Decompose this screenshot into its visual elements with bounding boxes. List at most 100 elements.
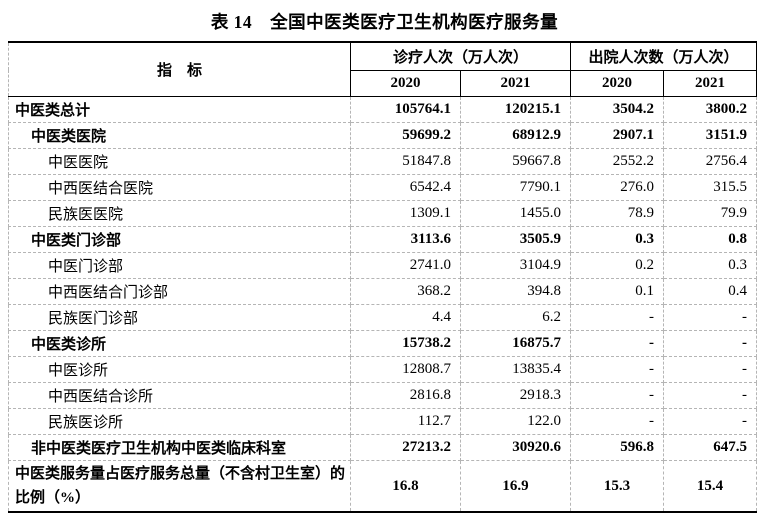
table-row: 中西医结合门诊部 368.2 394.8 0.1 0.4	[8, 277, 758, 305]
cell-value: 0.1	[570, 277, 665, 305]
cell-value: 2552.2	[570, 147, 665, 175]
cell-value: 2907.1	[570, 121, 665, 149]
cell-value: 6542.4	[350, 173, 461, 201]
cell-value: 315.5	[663, 173, 758, 201]
cell-value: 2756.4	[663, 147, 758, 175]
cell-value: -	[663, 407, 758, 435]
cell-value: 122.0	[459, 407, 572, 435]
cell-value: 3104.9	[459, 251, 572, 279]
cell-value: -	[663, 381, 758, 409]
year-header: 2020	[570, 69, 665, 97]
cell-value: 1455.0	[459, 199, 572, 227]
cell-value: 2741.0	[350, 251, 461, 279]
row-label: 中西医结合医院	[8, 173, 351, 201]
cell-value: 276.0	[570, 173, 665, 201]
cell-value: 15738.2	[350, 329, 461, 357]
cell-value: 79.9	[663, 199, 758, 227]
cell-value: -	[570, 381, 665, 409]
cell-value: 30920.6	[459, 433, 572, 461]
cell-value: 105764.1	[350, 95, 461, 123]
cell-value: 13835.4	[459, 355, 572, 383]
cell-value: 0.4	[663, 277, 758, 305]
row-label: 中西医结合诊所	[8, 381, 351, 409]
cell-value: 68912.9	[459, 121, 572, 149]
row-label: 中西医结合门诊部	[8, 277, 351, 305]
cell-value: 59699.2	[350, 121, 461, 149]
table-row: 非中医类医疗卫生机构中医类临床科室 27213.2 30920.6 596.8 …	[8, 433, 758, 461]
cell-value: 2816.8	[350, 381, 461, 409]
cell-value: -	[663, 303, 758, 331]
cell-value: 78.9	[570, 199, 665, 227]
cell-value: 3113.6	[350, 225, 461, 253]
cell-value: 51847.8	[350, 147, 461, 175]
table-row: 民族医医院 1309.1 1455.0 78.9 79.9	[8, 199, 758, 227]
table-row: 中医类服务量占医疗服务总量（不含村卫生室）的比例（%） 16.8 16.9 15…	[8, 459, 758, 513]
table-row: 中医类门诊部 3113.6 3505.9 0.3 0.8	[8, 225, 758, 253]
table-row: 民族医门诊部 4.4 6.2 - -	[8, 303, 758, 331]
statistics-table: 指 标 诊疗人次（万人次） 出院人次数（万人次） 2020 2021 2020 …	[8, 41, 758, 513]
cell-value: 16.9	[459, 459, 572, 513]
cell-value: 0.2	[570, 251, 665, 279]
cell-value: 0.3	[663, 251, 758, 279]
cell-value: 120215.1	[459, 95, 572, 123]
year-header: 2021	[459, 69, 572, 97]
row-label: 中医医院	[8, 147, 351, 175]
row-label: 非中医类医疗卫生机构中医类临床科室	[8, 433, 351, 461]
cell-value: 0.3	[570, 225, 665, 253]
year-header: 2021	[663, 69, 758, 97]
cell-value: 6.2	[459, 303, 572, 331]
cell-value: 59667.8	[459, 147, 572, 175]
discharge-count-group-header: 出院人次数（万人次）	[570, 41, 758, 71]
cell-value: -	[570, 407, 665, 435]
cell-value: 394.8	[459, 277, 572, 305]
row-label: 民族医门诊部	[8, 303, 351, 331]
indicator-header: 指 标	[8, 41, 351, 97]
table-row: 中西医结合诊所 2816.8 2918.3 - -	[8, 381, 758, 409]
cell-value: 3151.9	[663, 121, 758, 149]
outpatient-visits-group-header: 诊疗人次（万人次）	[349, 41, 572, 71]
table-row: 中医门诊部 2741.0 3104.9 0.2 0.3	[8, 251, 758, 279]
cell-value: 7790.1	[459, 173, 572, 201]
row-label: 中医类医院	[8, 121, 351, 149]
cell-value: 16875.7	[459, 329, 572, 357]
cell-value: 368.2	[350, 277, 461, 305]
year-header: 2020	[350, 69, 461, 97]
table-row: 中医医院 51847.8 59667.8 2552.2 2756.4	[8, 147, 758, 175]
table-row: 中医类医院 59699.2 68912.9 2907.1 3151.9	[8, 121, 758, 149]
row-label: 中医门诊部	[8, 251, 351, 279]
row-label: 中医类服务量占医疗服务总量（不含村卫生室）的比例（%）	[8, 459, 351, 513]
row-label: 中医类总计	[8, 95, 351, 123]
row-label: 民族医诊所	[8, 407, 351, 435]
cell-value: 3504.2	[570, 95, 665, 123]
cell-value: 3800.2	[663, 95, 758, 123]
row-label: 中医类门诊部	[8, 225, 351, 253]
header-group-row: 指 标 诊疗人次（万人次） 出院人次数（万人次）	[8, 41, 758, 97]
cell-value: -	[663, 355, 758, 383]
cell-value: 27213.2	[350, 433, 461, 461]
cell-value: 112.7	[350, 407, 461, 435]
cell-value: -	[570, 303, 665, 331]
row-label: 中医类诊所	[8, 329, 351, 357]
cell-value: 647.5	[663, 433, 758, 461]
cell-value: 15.4	[663, 459, 758, 513]
cell-value: -	[570, 329, 665, 357]
cell-value: 1309.1	[350, 199, 461, 227]
cell-value: 12808.7	[350, 355, 461, 383]
cell-value: 2918.3	[459, 381, 572, 409]
cell-value: 596.8	[570, 433, 665, 461]
header-year-row: 2020 2021 2020 2021	[9, 69, 758, 97]
cell-value: 3505.9	[459, 225, 572, 253]
cell-value: -	[570, 355, 665, 383]
table-row: 民族医诊所 112.7 122.0 - -	[8, 407, 758, 435]
cell-value: 4.4	[350, 303, 461, 331]
table-row: 中医类诊所 15738.2 16875.7 - -	[8, 329, 758, 357]
row-label: 民族医医院	[8, 199, 351, 227]
cell-value: -	[663, 329, 758, 357]
row-label: 中医诊所	[8, 355, 351, 383]
table-row: 中医诊所 12808.7 13835.4 - -	[8, 355, 758, 383]
cell-value: 15.3	[570, 459, 665, 513]
cell-value: 0.8	[663, 225, 758, 253]
table-row: 中西医结合医院 6542.4 7790.1 276.0 315.5	[8, 173, 758, 201]
table-title: 表 14 全国中医类医疗卫生机构医疗服务量	[210, 12, 559, 32]
